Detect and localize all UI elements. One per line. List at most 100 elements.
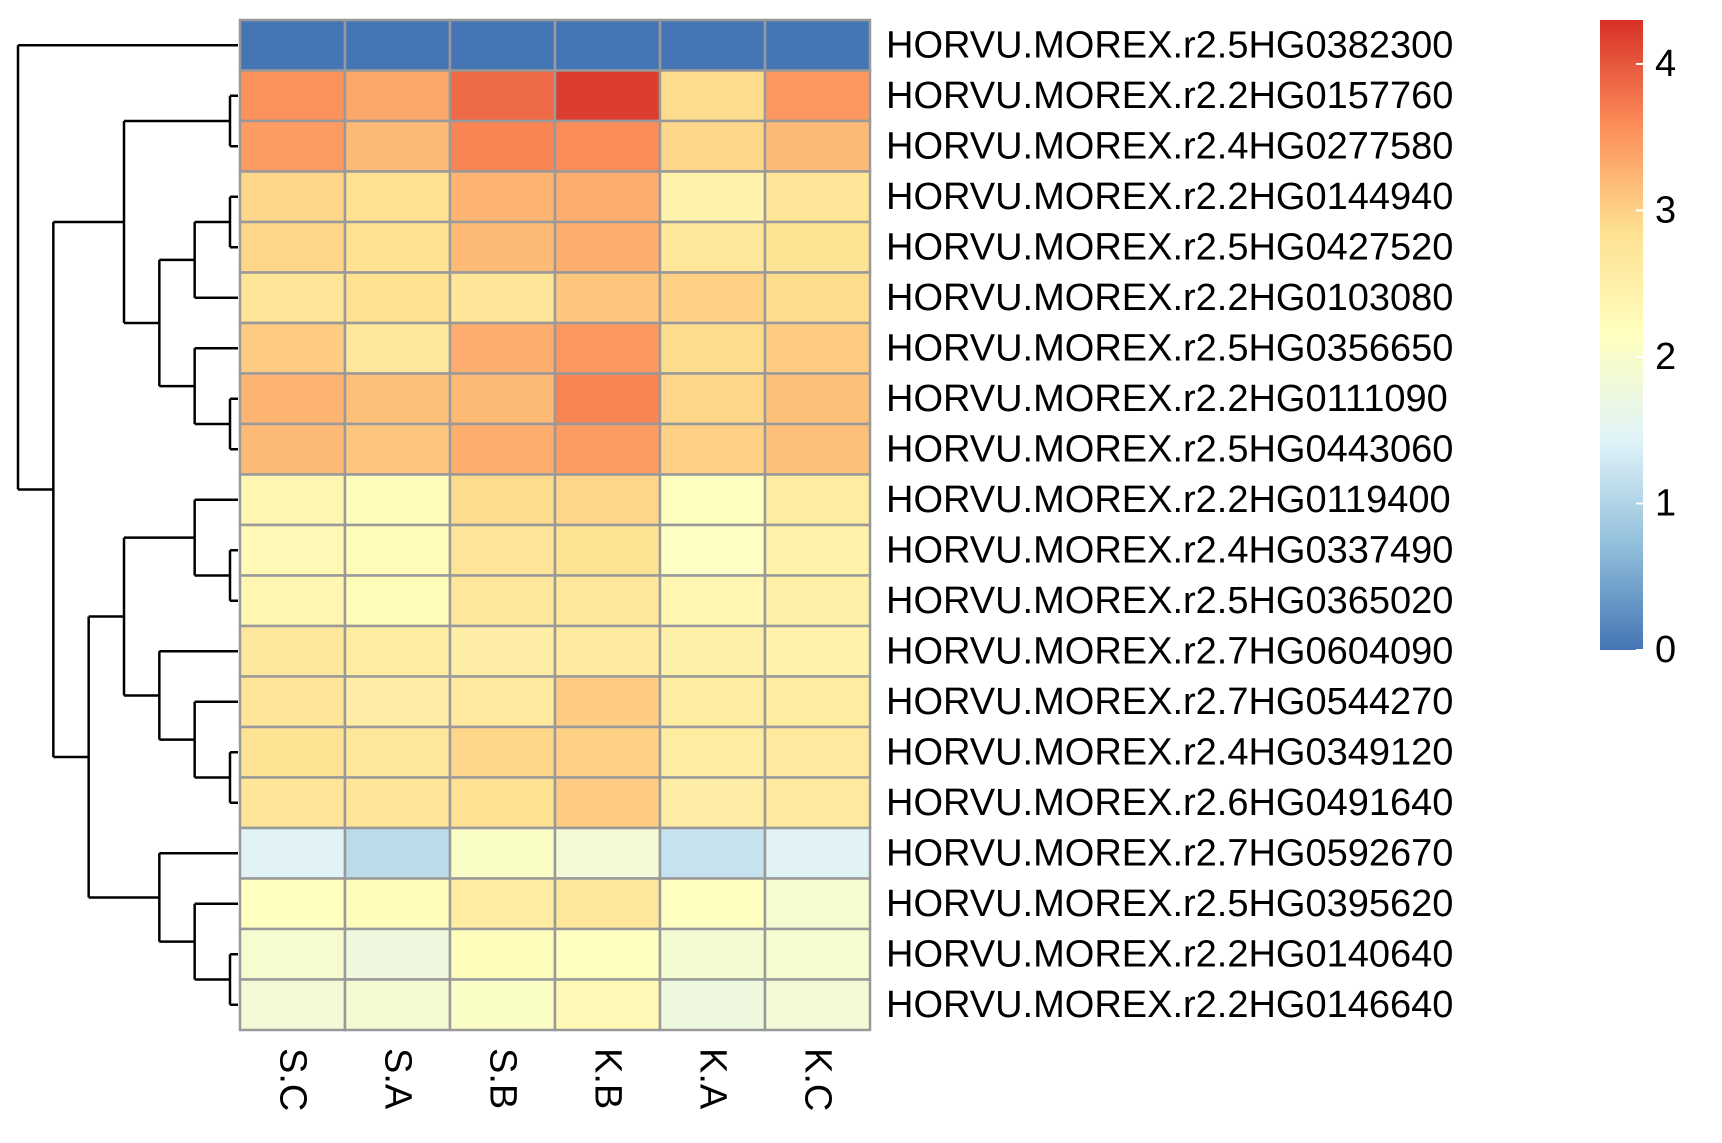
- colorbar-tick-label: 4: [1655, 43, 1676, 85]
- heatmap-cell: [658, 271, 767, 325]
- colorbar-tick-label: 1: [1655, 482, 1676, 524]
- heatmap-cell: [238, 119, 347, 173]
- heatmap-cell: [658, 220, 767, 274]
- colorbar-tick-label: 2: [1655, 336, 1676, 378]
- heatmap-cell: [553, 119, 662, 173]
- heatmap-cell: [343, 271, 452, 325]
- colorbar-tick-label: 0: [1655, 629, 1676, 671]
- row-label: HORVU.MOREX.r2.2HG0111090: [886, 378, 1448, 420]
- heatmap-cell: [658, 321, 767, 375]
- heatmap-cell: [343, 574, 452, 628]
- heatmap-cell: [238, 877, 347, 931]
- heatmap-cell: [238, 927, 347, 981]
- heatmap-cell: [553, 776, 662, 830]
- column-label: S.A: [377, 1048, 419, 1110]
- colorbar-gradient: [1600, 20, 1643, 650]
- heatmap-cell: [553, 372, 662, 426]
- heatmap-cell: [238, 978, 347, 1032]
- heatmap-cell: [763, 675, 872, 729]
- heatmap-cell: [238, 574, 347, 628]
- heatmap-cell: [763, 119, 872, 173]
- heatmap-cell: [343, 422, 452, 476]
- row-label: HORVU.MOREX.r2.5HG0356650: [886, 327, 1453, 369]
- heatmap-cell: [343, 523, 452, 577]
- heatmap-cell: [763, 321, 872, 375]
- heatmap-cell: [658, 372, 767, 426]
- heatmap-cell: [343, 18, 452, 72]
- heatmap-cell: [343, 927, 452, 981]
- heatmap-cell: [553, 220, 662, 274]
- heatmap-cell: [553, 826, 662, 880]
- column-label: K.B: [587, 1048, 629, 1109]
- heatmap-cell: [343, 473, 452, 527]
- heatmap-cell: [238, 271, 347, 325]
- heatmap-cell: [553, 725, 662, 779]
- heatmap-cell: [343, 675, 452, 729]
- heatmap-cell: [763, 776, 872, 830]
- heatmap-cell: [238, 321, 347, 375]
- row-label: HORVU.MOREX.r2.2HG0146640: [886, 984, 1453, 1026]
- column-label: S.C: [272, 1048, 314, 1111]
- heatmap-cell: [343, 826, 452, 880]
- heatmap-cell: [448, 776, 557, 830]
- heatmap-cell: [448, 220, 557, 274]
- heatmap-cell: [448, 18, 557, 72]
- heatmap-cell: [448, 725, 557, 779]
- heatmap-cell: [658, 675, 767, 729]
- heatmap-cell: [553, 927, 662, 981]
- heatmap-cell: [763, 422, 872, 476]
- heatmap-cell: [553, 624, 662, 678]
- heatmap-cell: [658, 877, 767, 931]
- row-label: HORVU.MOREX.r2.5HG0443060: [886, 428, 1453, 470]
- heatmap-cell: [238, 624, 347, 678]
- heatmap-cell: [238, 776, 347, 830]
- heatmap-cell: [448, 927, 557, 981]
- heatmap-cell: [658, 826, 767, 880]
- heatmap-cell: [658, 978, 767, 1032]
- row-label: HORVU.MOREX.r2.2HG0140640: [886, 933, 1453, 975]
- heatmap-cell: [343, 877, 452, 931]
- heatmap-cell: [553, 18, 662, 72]
- heatmap-cell: [343, 170, 452, 224]
- row-label: HORVU.MOREX.r2.2HG0119400: [886, 479, 1451, 521]
- heatmap-cell: [763, 725, 872, 779]
- heatmap-cell: [343, 776, 452, 830]
- heatmap-cell: [238, 372, 347, 426]
- heatmap-cell: [448, 422, 557, 476]
- row-label: HORVU.MOREX.r2.2HG0144940: [886, 176, 1453, 218]
- heatmap-cells: [238, 18, 872, 1032]
- column-labels: S.C S.A S.B K.B K.A K.C: [272, 1048, 839, 1111]
- row-label: HORVU.MOREX.r2.4HG0337490: [886, 529, 1453, 571]
- heatmap-cell: [238, 725, 347, 779]
- heatmap-cell: [658, 725, 767, 779]
- heatmap-cell: [553, 978, 662, 1032]
- heatmap-cell: [238, 18, 347, 72]
- heatmap-cell: [553, 321, 662, 375]
- heatmap-cell: [448, 170, 557, 224]
- heatmap-cell: [763, 877, 872, 931]
- heatmap-cell: [448, 69, 557, 123]
- heatmap-cell: [763, 372, 872, 426]
- row-label: HORVU.MOREX.r2.7HG0592670: [886, 832, 1453, 874]
- heatmap-cell: [763, 978, 872, 1032]
- heatmap-cell: [763, 170, 872, 224]
- colorbar-legend: 0 1 2 3 4: [1600, 20, 1676, 671]
- heatmap-cell: [658, 523, 767, 577]
- heatmap-cell: [238, 422, 347, 476]
- heatmap-cell: [553, 523, 662, 577]
- heatmap-cell: [553, 473, 662, 527]
- heatmap-cell: [448, 574, 557, 628]
- heatmap-cell: [658, 927, 767, 981]
- heatmap-cell: [448, 271, 557, 325]
- row-dendrogram: [16, 44, 238, 1006]
- heatmap-cell: [238, 675, 347, 729]
- heatmap-cell: [448, 372, 557, 426]
- heatmap-cell: [763, 18, 872, 72]
- heatmap-cell: [448, 473, 557, 527]
- row-label: HORVU.MOREX.r2.2HG0157760: [886, 75, 1453, 117]
- heatmap-cell: [553, 69, 662, 123]
- row-labels: HORVU.MOREX.r2.5HG0382300 HORVU.MOREX.r2.…: [886, 24, 1453, 1026]
- row-label: HORVU.MOREX.r2.5HG0365020: [886, 580, 1453, 622]
- row-label: HORVU.MOREX.r2.4HG0277580: [886, 125, 1453, 167]
- heatmap-cell: [763, 473, 872, 527]
